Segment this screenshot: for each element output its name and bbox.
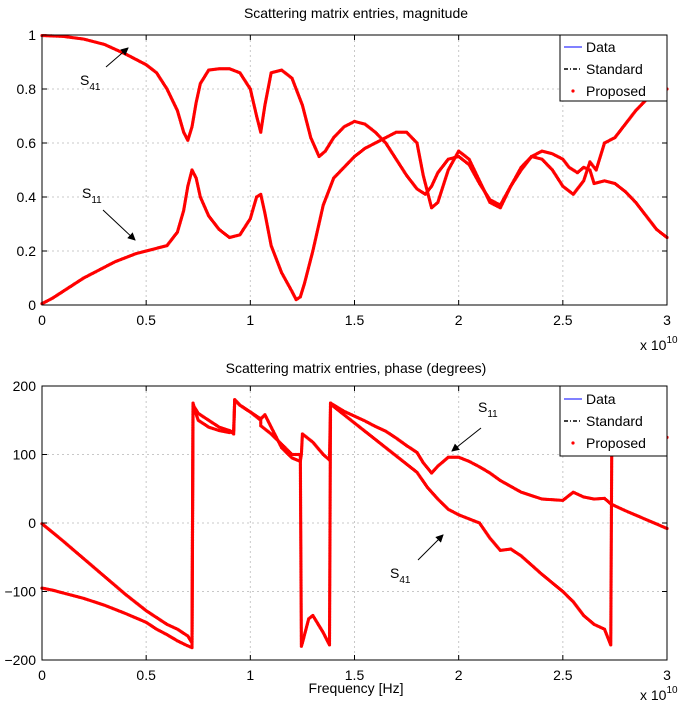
magnitude-legend: Data Standard Proposed	[559, 34, 668, 102]
magnitude-title: Scattering matrix entries, magnitude	[244, 5, 468, 21]
magnitude-annotation-s41-arrow	[105, 47, 129, 68]
magnitude-legend-data-label: Data	[586, 39, 616, 55]
phase-legend-proposed-swatch	[571, 441, 575, 445]
magnitude-plot-area	[40, 33, 669, 306]
magnitude-x-tick-label: 2.5	[553, 312, 573, 328]
magnitude-legend-standard-label: Standard	[586, 61, 643, 77]
magnitude-x-exponent: x 1010	[640, 335, 678, 353]
phase-annotation-s41-arrow	[417, 534, 444, 561]
phase-title: Scattering matrix entries, phase (degree…	[226, 360, 487, 376]
magnitude-y-tick-label: 0	[28, 297, 36, 313]
phase-y-tick-label: 200	[13, 378, 37, 394]
phase-annotation-s11: S11	[478, 399, 498, 420]
phase-legend-box	[559, 385, 668, 457]
magnitude-series-s41-proposed-points	[40, 33, 669, 240]
phase-y-tick-label: −200	[4, 652, 36, 668]
phase-annotation-s11-arrow	[451, 427, 482, 452]
magnitude-legend-box	[559, 34, 668, 102]
phase-legend-data-label: Data	[586, 391, 616, 407]
phase-legend: Data Standard Proposed	[559, 385, 668, 457]
magnitude-x-tick-label: 0	[38, 312, 46, 328]
phase-annotation-s41: S41	[390, 565, 411, 586]
phase-panel: Scattering matrix entries, phase (degree…	[4, 360, 678, 703]
magnitude-y-tick-label: 0.4	[17, 189, 37, 205]
magnitude-annotation-s41: S41	[80, 72, 101, 93]
phase-x-tick-label: 1	[246, 667, 254, 683]
phase-x-tick-label: 1.5	[345, 667, 365, 683]
phase-y-tick-label: 0	[28, 515, 36, 531]
magnitude-x-tick-label: 1.5	[345, 312, 365, 328]
magnitude-series-s11-proposed-points	[40, 87, 669, 306]
phase-x-axis-label: Frequency [Hz]	[309, 680, 404, 696]
phase-x-tick-label: 2.5	[553, 667, 573, 683]
phase-x-tick-label: 2	[455, 667, 463, 683]
magnitude-annotation-s11: S11	[82, 185, 102, 206]
magnitude-x-tick-label: 3	[663, 312, 671, 328]
magnitude-y-tick-label: 0.8	[17, 81, 37, 97]
magnitude-y-tick-label: 0.6	[17, 135, 37, 151]
phase-legend-proposed-label: Proposed	[586, 435, 646, 451]
phase-x-exponent: x 1010	[640, 685, 678, 703]
magnitude-ticks: 0 0.5 1 1.5 2 2.5 3 0 0.2 0.4 0.6 0.8 1	[17, 27, 672, 328]
phase-x-tick-label: 0	[38, 667, 46, 683]
magnitude-y-tick-label: 1	[28, 27, 36, 43]
phase-y-tick-label: 100	[13, 447, 37, 463]
phase-y-tick-label: −100	[4, 584, 36, 600]
magnitude-legend-proposed-swatch	[571, 89, 575, 93]
magnitude-y-tick-label: 0.2	[17, 243, 37, 259]
phase-x-tick-label: 3	[663, 667, 671, 683]
phase-ticks: 0 0.5 1 1.5 2 2.5 3 −200 −100 0 100 200	[4, 378, 671, 683]
magnitude-annotation-s11-arrow	[102, 209, 136, 241]
magnitude-panel: Scattering matrix entries, magnitude 0 0.…	[17, 5, 678, 353]
phase-legend-standard-label: Standard	[586, 413, 643, 429]
phase-x-tick-label: 0.5	[136, 667, 156, 683]
magnitude-x-tick-label: 2	[455, 312, 463, 328]
phase-series-s41-proposed-points	[40, 398, 669, 648]
magnitude-x-tick-label: 0.5	[136, 312, 156, 328]
magnitude-legend-proposed-label: Proposed	[586, 83, 646, 99]
magnitude-x-tick-label: 1	[246, 312, 254, 328]
